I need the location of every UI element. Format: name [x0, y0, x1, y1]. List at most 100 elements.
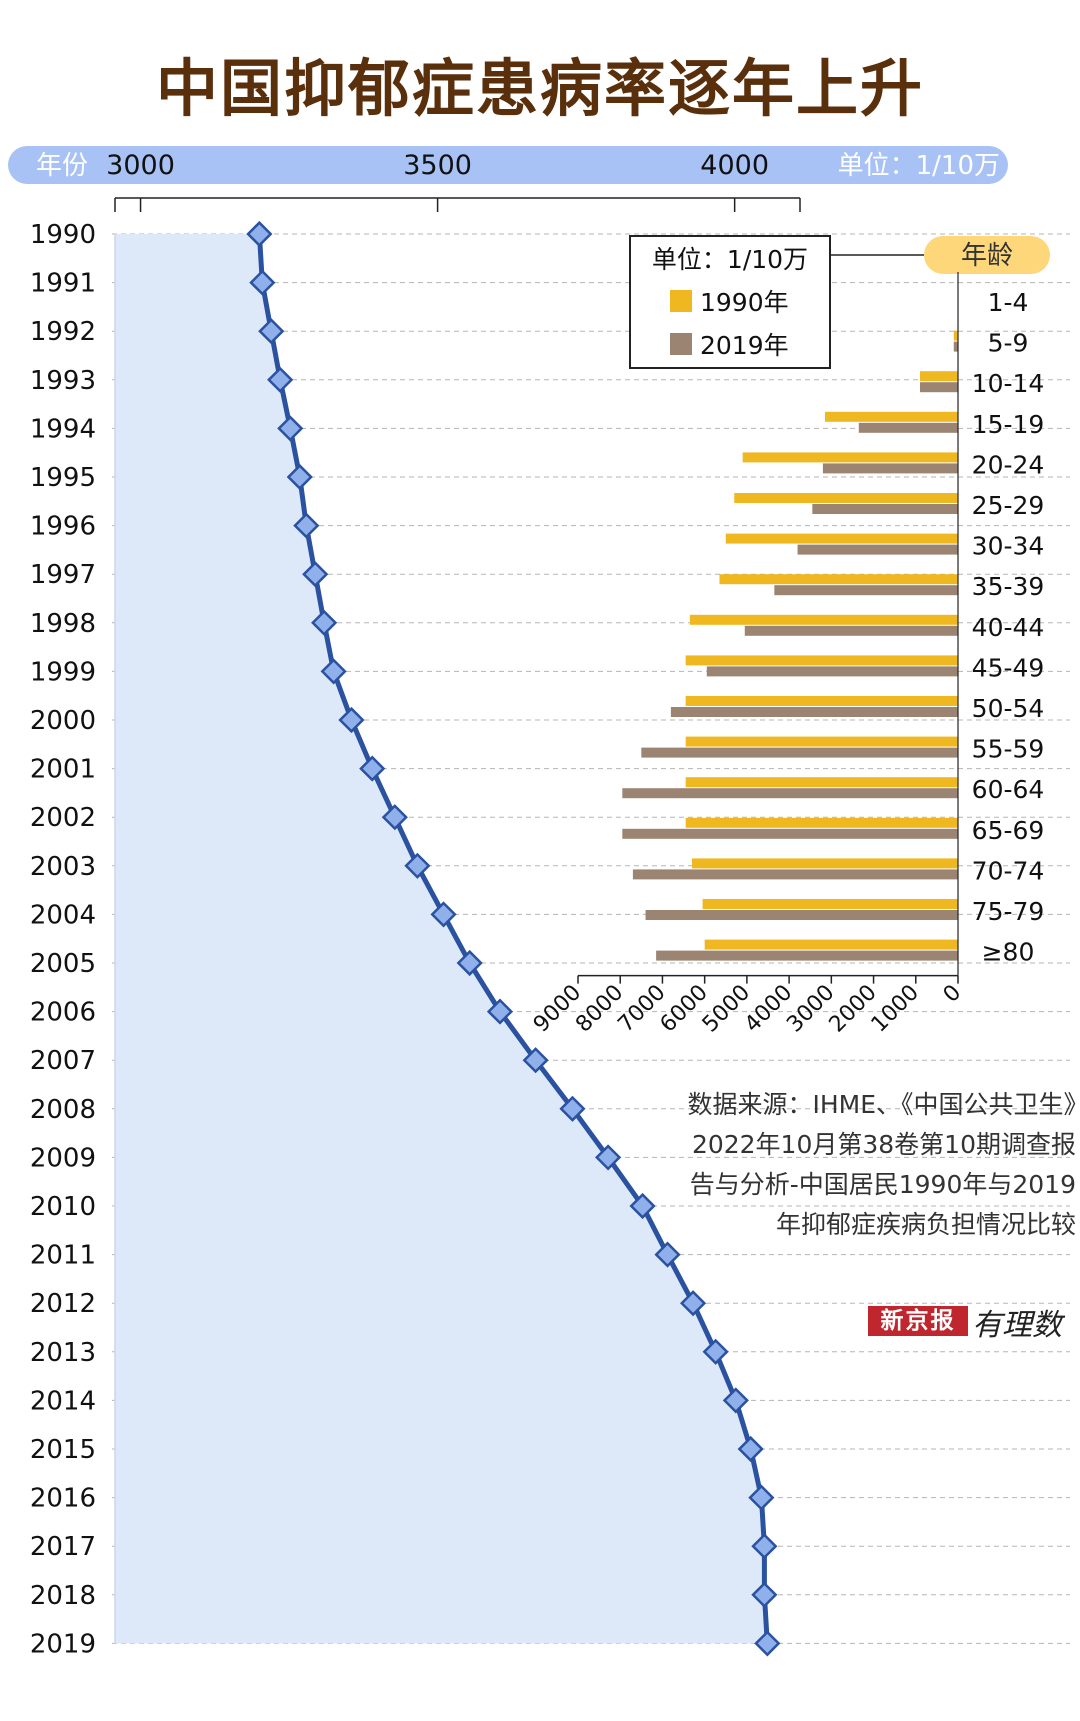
data-point — [246, 220, 273, 248]
bar-1990 — [692, 858, 958, 869]
bar-2019 — [622, 788, 958, 799]
year-label: 1999 — [30, 657, 96, 687]
data-point — [748, 1484, 775, 1511]
bar-x-tick-label: 4000 — [740, 980, 797, 1037]
age-label: 60-64 — [972, 775, 1045, 804]
age-label: 75-79 — [972, 897, 1045, 926]
line-area-fill — [115, 234, 768, 1644]
year-label: 1998 — [30, 609, 96, 639]
source-note: 数据来源：IHME、《中国公共卫生》2022年10月第38卷第10期调查报告与分… — [687, 1090, 1076, 1239]
year-label: 2004 — [30, 900, 96, 930]
age-label: 30-34 — [972, 532, 1045, 561]
year-label: 2008 — [30, 1095, 96, 1125]
data-point — [595, 1144, 622, 1171]
bar-2019 — [920, 382, 958, 393]
bar-1990 — [685, 817, 958, 828]
data-point — [258, 318, 285, 345]
data-point — [338, 706, 365, 734]
year-label: 1992 — [30, 317, 96, 347]
year-label: 2007 — [30, 1046, 96, 1076]
age-label: 5-9 — [988, 329, 1029, 358]
bar-1990 — [685, 777, 958, 788]
data-point — [629, 1192, 656, 1220]
year-label: 1990 — [30, 220, 96, 250]
bar-1990 — [734, 493, 958, 503]
age-header-label: 年龄 — [961, 241, 1013, 271]
legend-title: 单位：1/10万 — [652, 245, 808, 274]
bar-2019 — [641, 747, 958, 758]
age-label: 20-24 — [972, 450, 1045, 479]
year-label: 2002 — [30, 803, 96, 833]
year-label: 1994 — [30, 414, 96, 444]
bar-2019 — [953, 341, 958, 352]
bar-x-tick-label: 0 — [939, 980, 967, 1008]
chart-title: 中国抑郁症患病率逐年上升 — [155, 52, 924, 125]
year-label: 1997 — [30, 560, 96, 590]
age-label: 10-14 — [972, 369, 1045, 398]
bar-1990 — [685, 736, 958, 747]
bar-x-tick-label: 8000 — [571, 980, 628, 1037]
age-label: 45-49 — [972, 653, 1045, 682]
bar-2019 — [858, 422, 958, 433]
bar-1990 — [725, 533, 958, 544]
age-label: 55-59 — [972, 735, 1045, 764]
bar-1990 — [920, 371, 958, 382]
bar-x-tick-label: 9000 — [529, 980, 586, 1037]
legend-box — [629, 235, 831, 369]
bar-2019 — [822, 463, 958, 474]
age-label: 35-39 — [972, 572, 1045, 601]
bar-2019 — [812, 504, 958, 514]
data-point — [737, 1435, 764, 1463]
bar-x-tick-label: 3000 — [782, 980, 839, 1037]
data-point — [249, 269, 276, 296]
year-label: 2000 — [30, 706, 96, 736]
bar-2019 — [797, 544, 958, 555]
data-point — [702, 1338, 729, 1365]
data-point — [654, 1241, 681, 1268]
header-bar — [8, 146, 1008, 184]
bar-2019 — [645, 910, 958, 920]
year-label: 2019 — [30, 1629, 96, 1659]
data-point — [320, 658, 347, 685]
data-point — [286, 463, 313, 491]
data-point — [302, 561, 329, 588]
bar-2019 — [774, 585, 958, 596]
data-point — [359, 755, 386, 782]
x-tick-label: 3500 — [403, 150, 472, 181]
x-tick-label: 4000 — [700, 150, 769, 181]
year-label: 2005 — [30, 949, 96, 979]
bar-x-tick-label: 6000 — [656, 980, 713, 1037]
brand-logo: 新京报 — [868, 1306, 968, 1336]
data-point — [430, 901, 457, 928]
data-point — [679, 1290, 707, 1317]
year-label: 2012 — [30, 1289, 96, 1319]
age-label: 70-74 — [972, 856, 1045, 885]
year-label: 1996 — [30, 512, 96, 542]
data-point — [522, 1047, 549, 1074]
bar-2019 — [622, 828, 958, 839]
header-unit-label: 单位：1/10万 — [838, 151, 1000, 181]
brand-sub-logo: 有理数 — [972, 1308, 1062, 1343]
age-label: 50-54 — [972, 694, 1045, 723]
bar-1990 — [704, 939, 958, 950]
bar-1990 — [689, 614, 958, 625]
data-point — [751, 1581, 778, 1608]
bar-2019 — [744, 625, 958, 636]
data-point — [751, 1533, 778, 1560]
year-label: 1995 — [30, 463, 96, 493]
age-label: 15-19 — [972, 410, 1045, 439]
bar-1990 — [685, 696, 958, 706]
age-label: 40-44 — [972, 613, 1045, 642]
bar-x-tick-label: 1000 — [867, 980, 924, 1037]
legend-label-1990: 1990年 — [700, 288, 789, 317]
data-point — [486, 998, 514, 1025]
age-label: 65-69 — [972, 816, 1045, 845]
age-header-badge — [924, 236, 1050, 274]
data-point — [722, 1387, 749, 1414]
year-label: 2011 — [30, 1241, 96, 1271]
data-point — [311, 609, 338, 636]
x-tick-label: 3000 — [106, 150, 175, 181]
year-label: 2001 — [30, 755, 96, 785]
data-point — [293, 512, 320, 539]
